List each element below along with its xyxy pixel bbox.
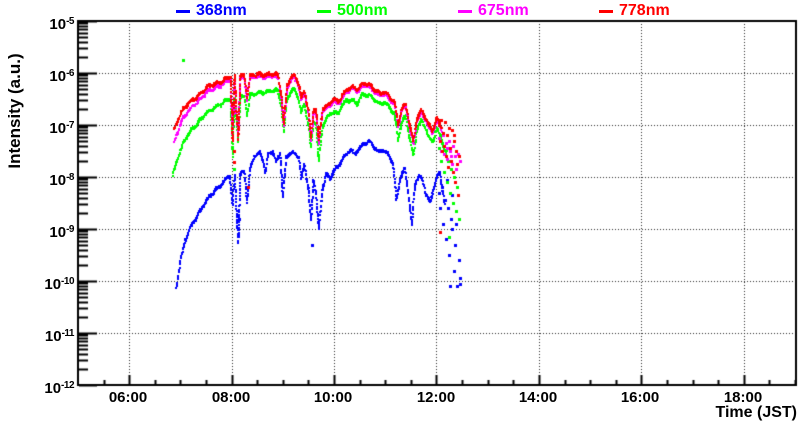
y-tick-label-1e-8: 10-8 bbox=[49, 172, 74, 189]
x-tick-label-1400: 14:00 bbox=[518, 389, 558, 406]
x-tick-label-1600: 16:00 bbox=[620, 389, 660, 406]
legend-label-368nm: 368nm bbox=[196, 2, 247, 19]
x-tick-label-1800: 18:00 bbox=[723, 389, 763, 406]
legend-line-500nm-icon bbox=[317, 9, 331, 13]
legend-entry-500nm: 500nm bbox=[317, 2, 388, 20]
x-axis-title: Time (JST) bbox=[715, 404, 798, 421]
x-tick-label-1000: 10:00 bbox=[313, 389, 353, 406]
y-tick-label-1e-10: 10-10 bbox=[44, 276, 74, 293]
x-tick-label-0600: 06:00 bbox=[108, 389, 148, 406]
y-tick-label-1e-7: 10-7 bbox=[49, 120, 74, 137]
legend-line-675nm-icon bbox=[458, 9, 472, 13]
y-tick-label-1e-12: 10-12 bbox=[44, 380, 74, 397]
y-tick-label-1e-5: 10-5 bbox=[49, 16, 74, 33]
legend-label-675nm: 675nm bbox=[478, 2, 529, 19]
legend-entry-778nm: 778nm bbox=[599, 2, 670, 20]
legend-label-778nm: 778nm bbox=[619, 2, 670, 19]
y-tick-label-1e-11: 10-11 bbox=[44, 328, 75, 345]
x-tick-label-0800: 08:00 bbox=[211, 389, 251, 406]
legend-line-778nm-icon bbox=[599, 9, 613, 13]
legend-line-368nm-icon bbox=[176, 9, 190, 13]
y-tick-label-1e-9: 10-9 bbox=[49, 224, 74, 241]
legend-entry-368nm: 368nm bbox=[176, 2, 247, 20]
y-tick-label-1e-6: 10-6 bbox=[49, 68, 74, 85]
legend-label-500nm: 500nm bbox=[337, 2, 388, 19]
x-tick-label-1200: 12:00 bbox=[416, 389, 456, 406]
legend-entry-675nm: 675nm bbox=[458, 2, 529, 20]
